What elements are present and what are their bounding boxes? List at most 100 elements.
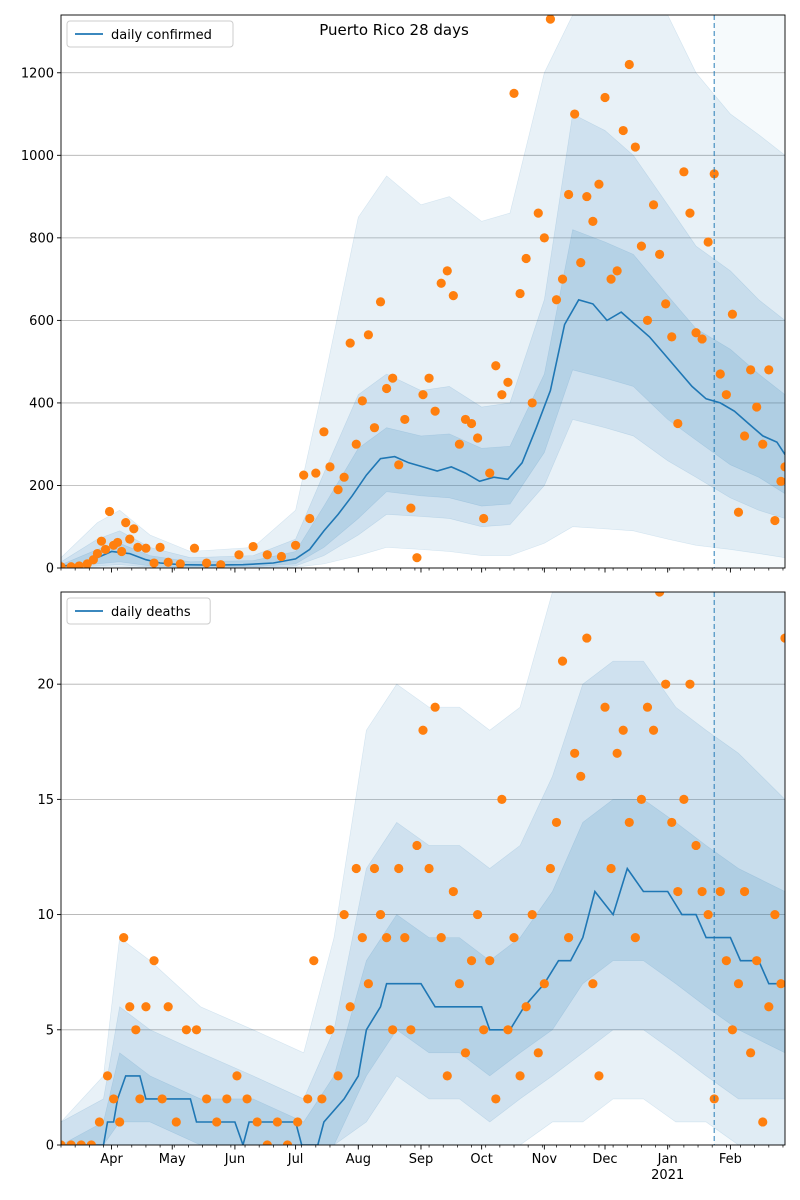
observed-point [739, 431, 750, 441]
y-tick-label: 10 [37, 908, 54, 923]
inner-uncertainty-band [61, 799, 785, 1145]
y-tick-label: 0 [46, 1139, 54, 1154]
observed-point [533, 208, 543, 218]
observed-point [119, 933, 129, 943]
observed-point [679, 167, 689, 177]
observed-point [582, 191, 592, 202]
observed-point [679, 794, 689, 804]
mean-curve-line [61, 866, 785, 1145]
observed-point [770, 909, 780, 920]
observed-point [600, 702, 610, 712]
observed-point [369, 863, 380, 874]
observed-point [325, 1025, 335, 1035]
observed-point [515, 1071, 525, 1081]
observed-point [460, 1048, 471, 1058]
observed-point [618, 125, 628, 136]
observed-point [141, 543, 151, 553]
x-tick-label: Apr [100, 1152, 123, 1167]
observed-point [133, 542, 143, 552]
y-tick-label: 20 [37, 678, 54, 693]
forecast-region [714, 15, 785, 568]
observed-point [61, 562, 66, 568]
observed-point [202, 1094, 212, 1104]
observed-point [381, 383, 392, 394]
observed-point [232, 1071, 242, 1081]
observed-point [497, 390, 507, 400]
observed-point [509, 933, 519, 943]
observed-point [594, 1071, 604, 1081]
observed-point [418, 390, 428, 400]
observed-point [600, 92, 610, 103]
observed-point [776, 476, 785, 486]
observed-point [485, 956, 495, 966]
observed-point [248, 541, 258, 552]
observed-point [703, 909, 713, 920]
observed-point [491, 361, 501, 371]
observed-point [709, 169, 719, 179]
observed-point [551, 817, 562, 828]
observed-point [74, 561, 84, 568]
observed-point [733, 979, 744, 989]
observed-point [430, 702, 440, 712]
observed-point [157, 1094, 167, 1104]
observed-point [125, 534, 135, 544]
observed-point [135, 1094, 145, 1104]
observed-point [333, 1071, 343, 1081]
observed-point [473, 909, 483, 920]
observed-point [363, 330, 373, 340]
observed-point [115, 1117, 125, 1127]
observed-point [733, 507, 744, 517]
observed-point [121, 518, 131, 528]
observed-point [202, 558, 212, 568]
observed-point [515, 288, 525, 299]
observed-point [539, 233, 549, 243]
observed-point [442, 1071, 452, 1081]
observed-point [309, 956, 319, 966]
observed-point [557, 656, 568, 666]
observed-point [691, 840, 701, 851]
observed-point [527, 909, 537, 920]
x-tick-label: Jan [657, 1152, 678, 1167]
observed-point [454, 439, 465, 449]
legend-label: daily deaths [111, 605, 191, 620]
observed-point [703, 237, 713, 247]
observed-point [108, 1094, 119, 1104]
observed-point [442, 266, 452, 276]
observed-point [357, 933, 367, 943]
observed-point [636, 794, 647, 804]
observed-point [375, 909, 386, 920]
observed-point [503, 377, 513, 387]
observed-point [436, 278, 446, 288]
observed-point [630, 142, 640, 152]
observed-point [588, 216, 598, 226]
observed-point [262, 550, 272, 560]
observed-point [113, 537, 123, 548]
observed-point [96, 536, 107, 546]
x-tick-label: Aug [346, 1152, 371, 1167]
observed-point [272, 1117, 282, 1127]
deaths-panel: 0 5 10 15 20 Apr May Jun Jul Aug Sep Oct Nov Dec Jan20… [37, 591, 786, 1183]
observed-point [557, 274, 568, 284]
legend-label: daily confirmed [111, 28, 212, 43]
observed-point [758, 1117, 768, 1127]
observed-point [351, 439, 361, 449]
legend-box [66, 20, 234, 48]
observed-point [448, 886, 458, 897]
legend-box [66, 597, 211, 625]
observed-point [721, 390, 731, 400]
observed-point [381, 933, 392, 943]
observed-point [191, 1025, 202, 1035]
observed-point [394, 460, 404, 470]
observed-point [325, 462, 335, 472]
observed-point [282, 1140, 293, 1145]
observed-point [163, 1002, 173, 1012]
observed-point [242, 1094, 252, 1104]
observed-point [418, 725, 428, 735]
observed-point [400, 414, 410, 425]
observed-point [141, 1002, 151, 1012]
observed-point [497, 794, 507, 804]
legend: daily deaths [66, 597, 211, 625]
observed-point [648, 200, 659, 210]
y-tick-label: 5 [46, 1023, 54, 1038]
observed-point [149, 558, 159, 568]
